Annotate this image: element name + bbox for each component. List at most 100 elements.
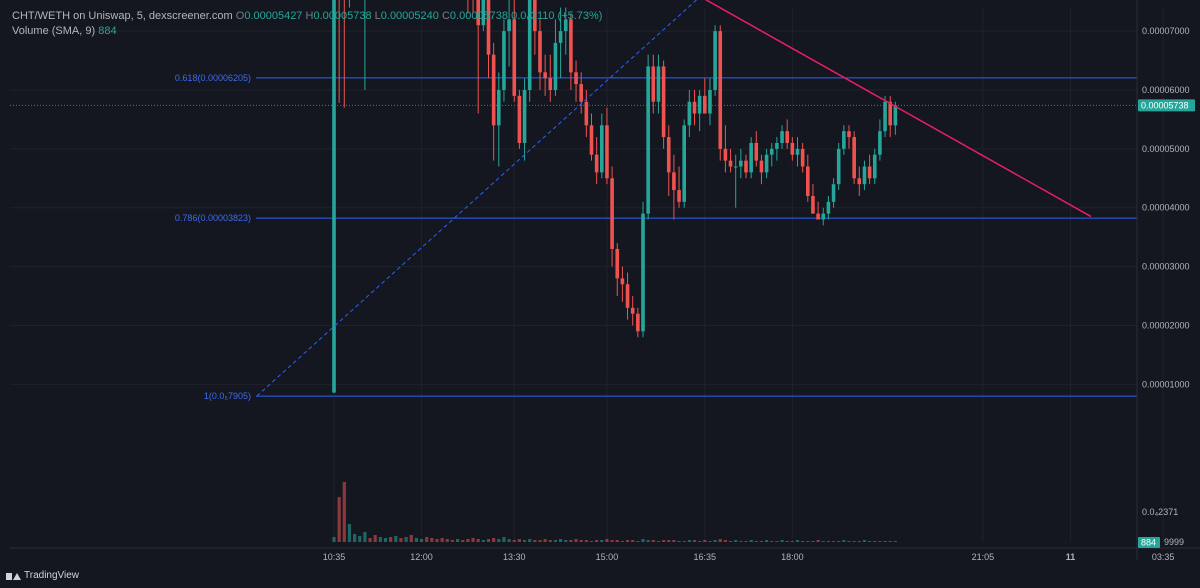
fib-level-label: 1(0.0₅7905)	[204, 391, 251, 401]
candle-body	[512, 19, 517, 96]
volume-bar	[687, 540, 691, 542]
volume-tick-label: 0.0₄2371	[1142, 507, 1178, 517]
volume-bar	[337, 497, 341, 542]
volume-bar	[461, 540, 465, 542]
tradingview-logo[interactable]: TradingView	[6, 570, 79, 581]
volume-bar	[847, 541, 851, 542]
volume-bar	[466, 539, 470, 542]
low-label: L	[374, 10, 381, 22]
drawings[interactable]	[10, 0, 1168, 397]
volume-bar	[445, 539, 449, 542]
fib-retracement[interactable]: 0(0.0001496)0.236(0.0001161)0.382(0.0000…	[175, 0, 1137, 401]
candle-body	[826, 201, 831, 214]
volume-bar	[636, 541, 640, 542]
volume-legend: Volume (SMA, 9) 884	[12, 24, 602, 38]
fib-trend-dotted-line	[256, 0, 698, 397]
volume-bar	[852, 541, 856, 542]
volume-bar	[502, 537, 506, 542]
volume-bar	[481, 540, 485, 542]
volume-bar	[868, 541, 872, 542]
volume-bar	[440, 538, 444, 542]
candle-body	[497, 89, 501, 126]
volume-bar	[533, 540, 537, 542]
volume-bar	[528, 539, 532, 542]
axes[interactable]: 0.00017000.00016000.00015000.00014000.00…	[10, 0, 1200, 562]
candle-body	[620, 278, 625, 285]
volume-bar	[497, 539, 501, 542]
candle-body	[661, 66, 666, 138]
candle-body	[605, 125, 609, 179]
candle-body	[692, 101, 697, 114]
candle-body	[754, 142, 759, 161]
price-tick-label: 0.00007000	[1142, 26, 1190, 36]
candle-body	[857, 178, 862, 185]
volume-bar	[373, 535, 377, 542]
volume-bar	[358, 536, 362, 542]
volume-bar	[584, 540, 588, 542]
volume-bar	[801, 541, 805, 542]
close-value: 0.00005738	[449, 10, 509, 22]
candle-body	[682, 125, 686, 202]
candle-body	[744, 160, 748, 173]
candle-body	[872, 154, 877, 179]
time-tick-label: 03:35	[1152, 552, 1175, 562]
volume-bar	[553, 540, 558, 542]
candle-body	[589, 125, 594, 155]
volume-bar	[414, 538, 418, 542]
price-tick-label: 0.00003000	[1142, 262, 1190, 272]
volume-bar	[615, 540, 619, 542]
candle-body	[811, 195, 815, 214]
candle-body	[795, 148, 800, 155]
volume-bar	[723, 540, 727, 542]
candle-body	[816, 213, 820, 220]
candle-body	[615, 248, 620, 279]
time-tick-label: 10:35	[323, 552, 346, 562]
volume-bar	[456, 539, 460, 542]
candle-body	[759, 160, 764, 173]
candle-body	[491, 54, 496, 126]
candle-body	[569, 19, 573, 73]
volume-bar	[435, 539, 439, 542]
symbol-title[interactable]: CHT/WETH on Uniswap, 5, dexscreener.com	[12, 10, 233, 22]
volume-bar	[353, 534, 357, 542]
volume-bar	[595, 540, 599, 542]
candle-body	[739, 160, 743, 167]
volume-bar	[765, 540, 769, 542]
volume-bar	[806, 541, 810, 542]
volume-bar	[651, 540, 655, 542]
volume-bar	[471, 538, 475, 542]
volume-bar	[620, 541, 624, 542]
volume-bar	[430, 538, 434, 542]
volume-bar	[579, 540, 583, 542]
candle-body	[594, 154, 599, 173]
volume-bar	[409, 535, 413, 542]
candle-body	[775, 142, 779, 149]
candle-body	[687, 101, 692, 126]
volume-bar	[790, 541, 794, 542]
candle-body	[862, 166, 867, 185]
fib-level-label: 0.618(0.00006205)	[175, 73, 251, 83]
candle-body	[847, 131, 851, 138]
volume-bar	[770, 541, 774, 542]
volume-bar	[476, 539, 480, 542]
high-value: 0.00005738	[313, 10, 372, 22]
candle-body	[332, 0, 336, 393]
volume-bar	[404, 537, 408, 542]
candle-body	[672, 172, 676, 191]
volume-bar	[517, 539, 521, 542]
volume-bar	[780, 540, 784, 542]
candle-body	[708, 89, 712, 114]
candle-body	[646, 66, 650, 214]
current-price-label: 0.00005738	[1141, 100, 1189, 110]
candle-body	[718, 31, 723, 149]
candle-body	[878, 131, 882, 155]
candle-body	[656, 66, 661, 102]
volume-label[interactable]: Volume (SMA, 9)	[12, 25, 96, 37]
time-tick-label: 18:00	[781, 552, 804, 562]
volume-bar	[878, 541, 882, 542]
volume-bar	[831, 541, 836, 542]
volume-bar	[749, 540, 753, 542]
volume-bar	[378, 537, 382, 542]
